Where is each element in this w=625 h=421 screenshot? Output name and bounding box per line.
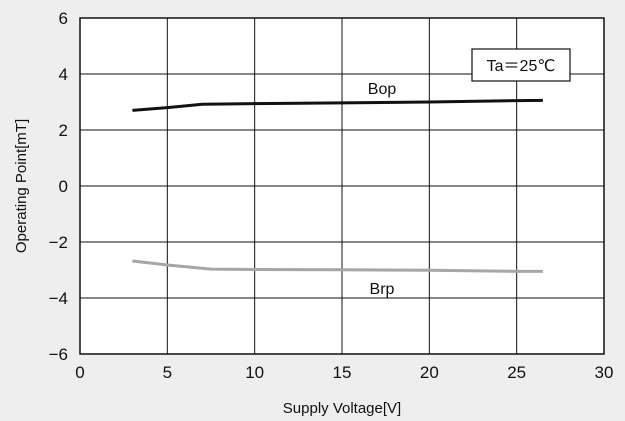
y-axis-label: Operating Point[mT]	[13, 119, 30, 253]
y-tick-label: −4	[49, 289, 68, 308]
y-tick-label: 6	[59, 9, 68, 28]
y-tick-labels: 6 4 2 0 −2 −4 −6	[49, 9, 68, 364]
series-line-bop	[132, 98, 543, 112]
x-tick-label: 30	[595, 363, 614, 382]
series-label-brp: Brp	[370, 281, 395, 298]
y-tick-label: −6	[49, 345, 68, 364]
x-axis-label: Supply Voltage[V]	[283, 400, 401, 417]
x-tick-label: 5	[163, 363, 172, 382]
series-line-brp	[132, 259, 543, 273]
x-tick-label: 10	[245, 363, 264, 382]
y-tick-label: −2	[49, 233, 68, 252]
series-labels: Bop Brp	[368, 81, 397, 298]
x-tick-label: 20	[420, 363, 439, 382]
series-lines	[132, 98, 543, 273]
y-tick-label: 0	[59, 177, 68, 196]
x-tick-label: 0	[75, 363, 84, 382]
annotation-text: Ta＝25℃	[487, 58, 556, 75]
x-tick-labels: 0 5 10 15 20 25 30	[75, 363, 613, 382]
x-tick-label: 25	[507, 363, 526, 382]
x-tick-label: 15	[333, 363, 352, 382]
annotation-box	[471, 48, 571, 82]
series-label-bop: Bop	[368, 81, 397, 98]
y-tick-label: 2	[59, 121, 68, 140]
y-tick-label: 4	[59, 65, 68, 84]
